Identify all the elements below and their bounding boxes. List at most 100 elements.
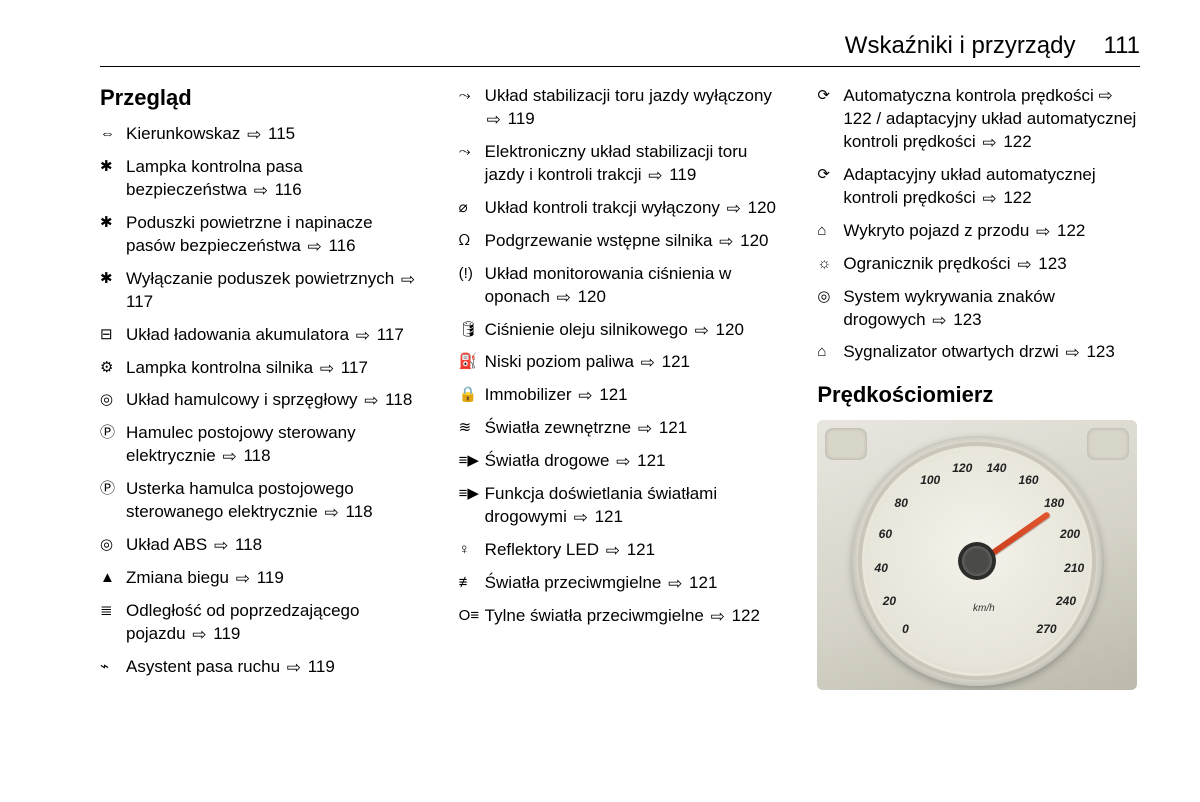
indicator-icon: ≣	[100, 600, 126, 621]
page-ref-arrow-icon: ⇨	[192, 624, 206, 647]
indicator-icon: Ⓟ	[100, 422, 126, 443]
gauge-tick: 20	[883, 594, 896, 608]
list-item: ⟳Adaptacyjny układ automatycznej kontrol…	[817, 164, 1140, 210]
page-ref-arrow-icon: ⇨	[320, 358, 334, 381]
indicator-icon: ⌁	[100, 656, 126, 677]
list-item: ⊟Układ ładowania akumulatora ⇨ 117	[100, 324, 423, 347]
column-3: ⟳Automatyczna kontrola prędkości ⇨ 122 /…	[817, 85, 1140, 690]
page-ref: 121	[595, 385, 628, 404]
list-item: ✱Poduszki powietrzne i napinacze pasów b…	[100, 212, 423, 258]
indicator-icon: ≡▶	[459, 450, 485, 471]
item-text: Asystent pasa ruchu ⇨ 119	[126, 656, 423, 679]
indicator-icon: ⟳	[817, 85, 843, 106]
list-item: (!)Układ monitorowania ciśnienia w opona…	[459, 263, 782, 309]
item-text: Ciśnienie oleju silnikowego ⇨ 120	[485, 319, 782, 342]
indicator-icon: ⊟	[100, 324, 126, 345]
list-item: ⤳Elektroniczny układ stabilizacji toru j…	[459, 141, 782, 187]
indicator-icon: 🔒	[459, 384, 485, 405]
list-item: ◎Układ hamulcowy i sprzęgłowy ⇨ 118	[100, 389, 423, 412]
list-item: ⌀Układ kontroli trakcji wyłączony ⇨ 120	[459, 197, 782, 220]
item-text: Funkcja doświetlania światłami drogowymi…	[485, 483, 782, 529]
gauge-tick: 160	[1018, 473, 1038, 487]
item-text: Kierunkowskaz ⇨ 115	[126, 123, 423, 146]
page-ref: 118	[341, 502, 373, 521]
indicator-icon: ⇔	[100, 123, 126, 144]
list-item: ≡▶Światła drogowe ⇨ 121	[459, 450, 782, 473]
indicator-icon: ⌂	[817, 341, 843, 362]
item-text: Poduszki powietrzne i napinacze pasów be…	[126, 212, 423, 258]
gauge-tick: 120	[952, 461, 972, 475]
gauge-tick: 60	[879, 527, 892, 541]
page-ref: 120	[573, 287, 606, 306]
column-1: Przegląd ⇔Kierunkowskaz ⇨ 115✱Lampka kon…	[100, 85, 423, 690]
page-ref: 121	[590, 507, 623, 526]
page-ref-arrow-icon: ⇨	[982, 132, 996, 155]
item-text: Sygnalizator otwartych drzwi ⇨ 123	[843, 341, 1140, 364]
page-ref: 116	[270, 180, 302, 199]
header-title: Wskaźniki i przyrządy	[845, 32, 1076, 60]
item-text: Tylne światła przeciwmgielne ⇨ 122	[485, 605, 782, 628]
indicator-icon: ◎	[100, 389, 126, 410]
speed-gauge: 020406080100120140160180200210240270 km/…	[852, 436, 1102, 686]
page-ref-arrow-icon: ⇨	[287, 657, 301, 680]
item-text: Układ stabilizacji toru jazdy wyłączony …	[485, 85, 782, 131]
page-ref-arrow-icon: ⇨	[364, 390, 378, 413]
page-ref-arrow-icon: ⇨	[325, 502, 339, 525]
page-ref: 119	[303, 657, 335, 676]
page-ref-arrow-icon: ⇨	[557, 287, 571, 310]
item-text: Układ ABS ⇨ 118	[126, 534, 423, 557]
page-ref: 119	[252, 568, 284, 587]
list-item: ✱Wyłączanie poduszek powietrznych ⇨ 117	[100, 268, 423, 314]
page-ref-arrow-icon: ⇨	[719, 231, 733, 254]
page-ref: 121	[632, 451, 665, 470]
gauge-tick: 240	[1056, 594, 1076, 608]
item-text: Zmiana biegu ⇨ 119	[126, 567, 423, 590]
indicator-icon: ▲	[100, 567, 126, 588]
list-item: ≣Odległość od poprzedzającego pojazdu ⇨ …	[100, 600, 423, 646]
page-ref-arrow-icon: ⇨	[711, 606, 725, 629]
list-item: O≡Tylne światła przeciwmgielne ⇨ 122	[459, 605, 782, 628]
page-ref: 123	[1082, 342, 1115, 361]
indicator-icon: ⌀	[459, 197, 485, 218]
item-text: Usterka hamulca postojowego sterowanego …	[126, 478, 423, 524]
page-ref: 119	[209, 624, 241, 643]
page-ref: 121	[654, 418, 687, 437]
page-ref-arrow-icon: ⇨	[638, 418, 652, 441]
indicator-icon: ⌂	[817, 220, 843, 241]
indicator-icon: ◎	[817, 286, 843, 307]
page-ref: 118	[230, 535, 262, 554]
page-ref: 118	[380, 390, 412, 409]
list-item: ☼Ogranicznik prędkości ⇨ 123	[817, 253, 1140, 276]
overview-heading: Przegląd	[100, 85, 423, 111]
item-text: Światła zewnętrzne ⇨ 121	[485, 417, 782, 440]
page-ref: 121	[622, 540, 655, 559]
page-ref-arrow-icon: ⇨	[401, 269, 415, 292]
item-text: Lampka kontrolna pasa bezpieczeństwa ⇨ 1…	[126, 156, 423, 202]
indicator-icon: ⚙	[100, 357, 126, 378]
page-ref-arrow-icon: ⇨	[308, 236, 322, 259]
page-ref: 120	[735, 231, 768, 250]
indicator-icon: ≢	[459, 572, 485, 593]
gauge-tick: 210	[1064, 561, 1084, 575]
page-ref-arrow-icon: ⇨	[695, 320, 709, 343]
page-ref-arrow-icon: ⇨	[648, 165, 662, 188]
list-item: ⌁Asystent pasa ruchu ⇨ 119	[100, 656, 423, 679]
page-ref-arrow-icon: ⇨	[487, 109, 501, 132]
page-ref: 117	[372, 325, 404, 344]
page-ref: 117	[126, 292, 153, 311]
page-ref: 118	[239, 446, 271, 465]
page-ref: 120	[711, 320, 744, 339]
gauge-tick: 100	[920, 473, 940, 487]
list-item: ⌂Wykryto pojazd z przodu ⇨ 122	[817, 220, 1140, 243]
indicator-icon: 🛢	[459, 319, 485, 340]
gauge-tick: 180	[1044, 496, 1064, 510]
item-text: Immobilizer ⇨ 121	[485, 384, 782, 407]
gauge-tick: 0	[902, 622, 909, 636]
page-ref-arrow-icon: ⇨	[1036, 221, 1050, 244]
item-text: Układ ładowania akumulatora ⇨ 117	[126, 324, 423, 347]
list-item: ≢Światła przeciwmgielne ⇨ 121	[459, 572, 782, 595]
list-item: ⛽Niski poziom paliwa ⇨ 121	[459, 351, 782, 374]
item-text: Wykryto pojazd z przodu ⇨ 122	[843, 220, 1140, 243]
list-item: ≋Światła zewnętrzne ⇨ 121	[459, 417, 782, 440]
overview-list-2: ⤳Układ stabilizacji toru jazdy wyłączony…	[459, 85, 782, 628]
